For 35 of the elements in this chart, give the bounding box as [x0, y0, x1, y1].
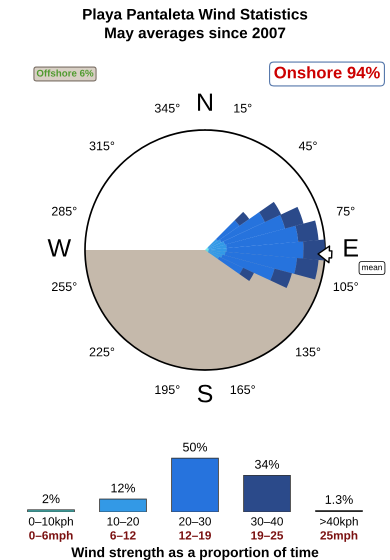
text: 255° [52, 282, 76, 292]
text: mean [362, 266, 382, 270]
text: E [344, 239, 358, 256]
text: N [198, 94, 212, 111]
x-tick-label: 20–30 12–19 [179, 517, 211, 540]
text: 45° [298, 141, 317, 150]
data-label: 2% [42, 494, 60, 504]
x-axis-title: Wind strength as a proportion of time [71, 547, 318, 560]
text: 135° [296, 348, 320, 356]
data-label: 12% [111, 484, 136, 492]
text: 165° [230, 385, 255, 394]
text: Playa Pantaleta Wind Statistics May averages since 2007 [83, 8, 308, 42]
data-label: 50% [182, 442, 208, 452]
text: 225° [90, 348, 114, 356]
text: 105° [334, 282, 358, 292]
x-tick-label: >40kph 25mph [320, 516, 358, 542]
text: W [48, 239, 72, 256]
text: 75° [336, 206, 354, 216]
bar [171, 458, 219, 512]
text: 315° [90, 141, 114, 150]
data-label: 34% [254, 460, 280, 469]
x-tick-label: 30–40 19–25 [251, 517, 284, 540]
data-label: 1.3% [326, 495, 353, 504]
x-tick-label: 10–20 6–12 [107, 517, 139, 540]
text: 15° [234, 104, 252, 113]
text: S [198, 384, 212, 402]
text: Offshore 6% [36, 69, 94, 77]
bar [27, 509, 75, 512]
text: 345° [154, 104, 180, 113]
bar [99, 498, 147, 512]
text: Onshore 94% [274, 66, 380, 78]
text: 195° [155, 385, 180, 394]
text: 285° [52, 206, 76, 216]
bar [243, 474, 291, 512]
x-tick-label: 0–10kph 0–6mph [28, 516, 73, 542]
